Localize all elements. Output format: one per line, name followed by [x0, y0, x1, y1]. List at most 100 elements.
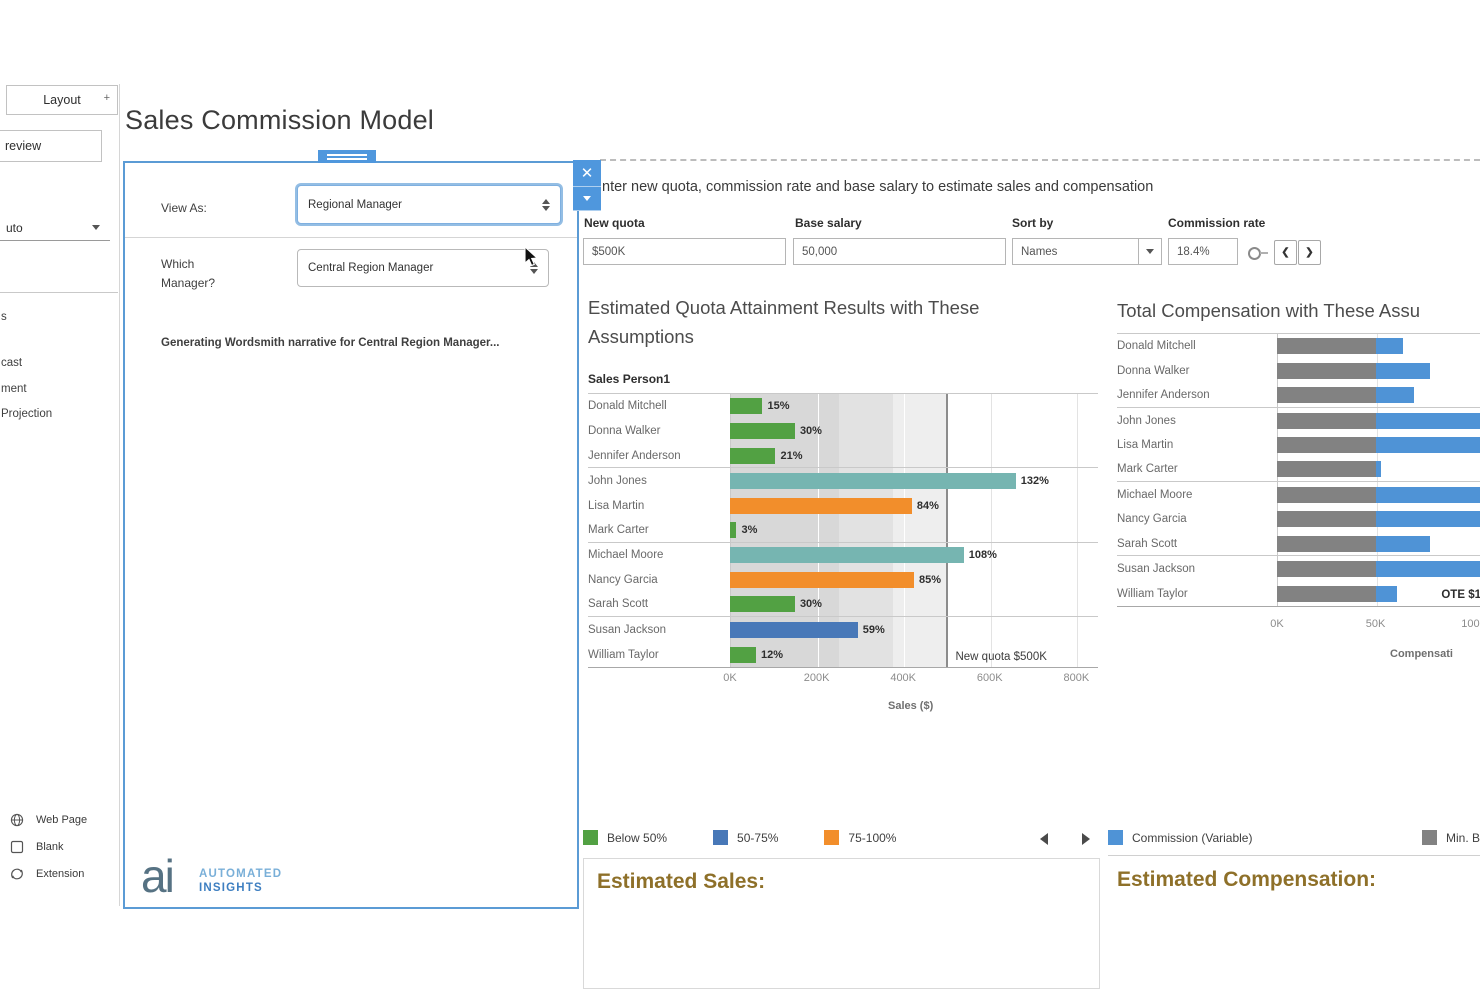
close-icon[interactable]: ✕ [573, 160, 601, 187]
legend-item[interactable]: Commission (Variable) [1108, 830, 1252, 845]
legend-item[interactable]: 50-75% [713, 830, 778, 845]
new-quota-input[interactable]: $500K [583, 238, 786, 265]
category-label: John Jones [1117, 414, 1176, 427]
commission-bar[interactable] [1375, 338, 1403, 355]
object-web-page[interactable]: Web Page [10, 813, 87, 827]
sort-by-dropdown[interactable]: Names [1012, 238, 1162, 265]
more-options-icon[interactable] [573, 187, 601, 211]
category-label: Nancy Garcia [1117, 513, 1187, 526]
attainment-row: Jennifer Anderson 21% [588, 444, 1098, 469]
sizing-dropdown[interactable]: uto [0, 216, 110, 241]
base-salary-input[interactable]: 50,000 [793, 238, 1006, 265]
attainment-bar[interactable] [730, 447, 776, 464]
left-sidebar: Layout + review uto s cast ment Projecti… [0, 84, 120, 906]
sheet-item-fragment[interactable]: ment [1, 383, 27, 395]
sheet-item-fragment[interactable]: cast [1, 357, 23, 369]
chevron-down-icon[interactable] [1138, 239, 1161, 264]
commission-bar[interactable] [1375, 585, 1398, 602]
legend-item[interactable]: 75-100% [824, 830, 896, 845]
commission-rate-value: 18.4% [1177, 245, 1210, 258]
bar-area [1277, 359, 1480, 384]
attainment-row: Michael Moore 108% [588, 543, 1098, 568]
attainment-bar[interactable] [730, 398, 763, 415]
object-blank[interactable]: Blank [10, 840, 64, 854]
base-salary-bar[interactable] [1277, 585, 1376, 602]
which-manager-dropdown[interactable]: Central Region Manager [297, 249, 549, 287]
commission-bar[interactable] [1375, 437, 1480, 454]
wordsmith-status-text: Generating Wordsmith narrative for Centr… [161, 337, 500, 349]
bar-area [1277, 458, 1480, 482]
commission-bar[interactable] [1375, 363, 1430, 380]
attainment-chart: New quota $500K Donald Mitchell 15% Donna W… [588, 393, 1098, 668]
base-salary-bar[interactable] [1277, 338, 1376, 355]
value-label: 3% [741, 523, 758, 536]
value-label: 12% [760, 648, 783, 661]
attainment-bar[interactable] [730, 423, 795, 440]
blank-icon [10, 840, 24, 854]
step-forward-button[interactable]: ❯ [1298, 240, 1321, 265]
compensation-x-axis: 0K 50K 100K [1270, 618, 1480, 632]
commission-bar[interactable] [1375, 461, 1382, 478]
x-tick-label: 50K [1365, 618, 1386, 630]
category-label: Jennifer Anderson [588, 449, 681, 462]
base-salary-bar[interactable] [1277, 387, 1376, 404]
commission-bar[interactable] [1375, 412, 1480, 429]
sheet-item-fragment[interactable]: s [1, 311, 7, 323]
base-salary-bar[interactable] [1277, 461, 1376, 478]
commission-rate-input[interactable]: 18.4% [1168, 238, 1238, 265]
spinner-icon [542, 198, 550, 211]
pin-icon[interactable]: + [103, 92, 110, 104]
object-extension[interactable]: Extension [10, 867, 84, 881]
compensation-chart: OTE $1 Donald Mitchell Donna Walker Jennife… [1117, 333, 1480, 607]
legend-label: Commission (Variable) [1132, 830, 1253, 845]
base-salary-bar[interactable] [1277, 437, 1376, 454]
tab-layout[interactable]: Layout + [6, 85, 118, 115]
attainment-bar[interactable] [730, 547, 964, 564]
attainment-bar[interactable] [730, 646, 756, 663]
ai-logo-mark: ai [141, 850, 175, 902]
commission-rate-slider[interactable] [1248, 247, 1270, 260]
base-salary-bar[interactable] [1277, 560, 1376, 577]
attainment-row: William Taylor 12% [588, 642, 1098, 667]
base-salary-bar[interactable] [1277, 363, 1376, 380]
category-label: William Taylor [1117, 587, 1188, 600]
attainment-bar[interactable] [730, 497, 912, 514]
attainment-row: Donna Walker 30% [588, 419, 1098, 444]
commission-bar[interactable] [1375, 535, 1430, 552]
page-right-icon[interactable] [1082, 833, 1090, 845]
base-salary-bar[interactable] [1277, 486, 1376, 503]
sheet-item-fragment[interactable]: Projection [1, 408, 53, 420]
commission-bar[interactable] [1375, 486, 1480, 503]
commission-bar[interactable] [1375, 560, 1480, 577]
drag-handle[interactable] [318, 150, 376, 163]
category-label: John Jones [588, 474, 647, 487]
compensation-row: Mark Carter [1117, 458, 1480, 483]
base-salary-bar[interactable] [1277, 535, 1376, 552]
mouse-cursor [524, 246, 539, 267]
commission-bar[interactable] [1375, 511, 1480, 528]
bar-area: 84% [730, 493, 1098, 518]
attainment-bar[interactable] [730, 472, 1016, 489]
category-label: Michael Moore [1117, 488, 1193, 501]
attainment-bar[interactable] [730, 621, 858, 638]
attainment-bar[interactable] [730, 596, 795, 613]
attainment-bar[interactable] [730, 521, 737, 538]
device-preview-label: review [5, 139, 42, 153]
commission-bar[interactable] [1375, 387, 1414, 404]
device-preview-button[interactable]: review [0, 130, 102, 162]
legend-item[interactable]: Below 50% [583, 830, 667, 845]
category-label: Donald Mitchell [1117, 340, 1196, 353]
base-salary-bar[interactable] [1277, 412, 1376, 429]
automated-insights-logo: ai AUTOMATED INSIGHTS [141, 850, 281, 902]
page-left-icon[interactable] [1040, 833, 1048, 845]
view-as-dropdown[interactable]: Regional Manager [297, 185, 561, 224]
new-quota-reference-line [946, 394, 949, 667]
quota-band [893, 394, 948, 667]
value-label: 59% [862, 623, 885, 636]
bar-area: 30% [730, 593, 1098, 617]
step-back-button[interactable]: ❮ [1274, 240, 1297, 265]
legend-item[interactable]: Min. B [1421, 830, 1480, 845]
bar-area: 108% [730, 543, 1098, 568]
attainment-bar[interactable] [730, 572, 914, 589]
base-salary-bar[interactable] [1277, 511, 1376, 528]
